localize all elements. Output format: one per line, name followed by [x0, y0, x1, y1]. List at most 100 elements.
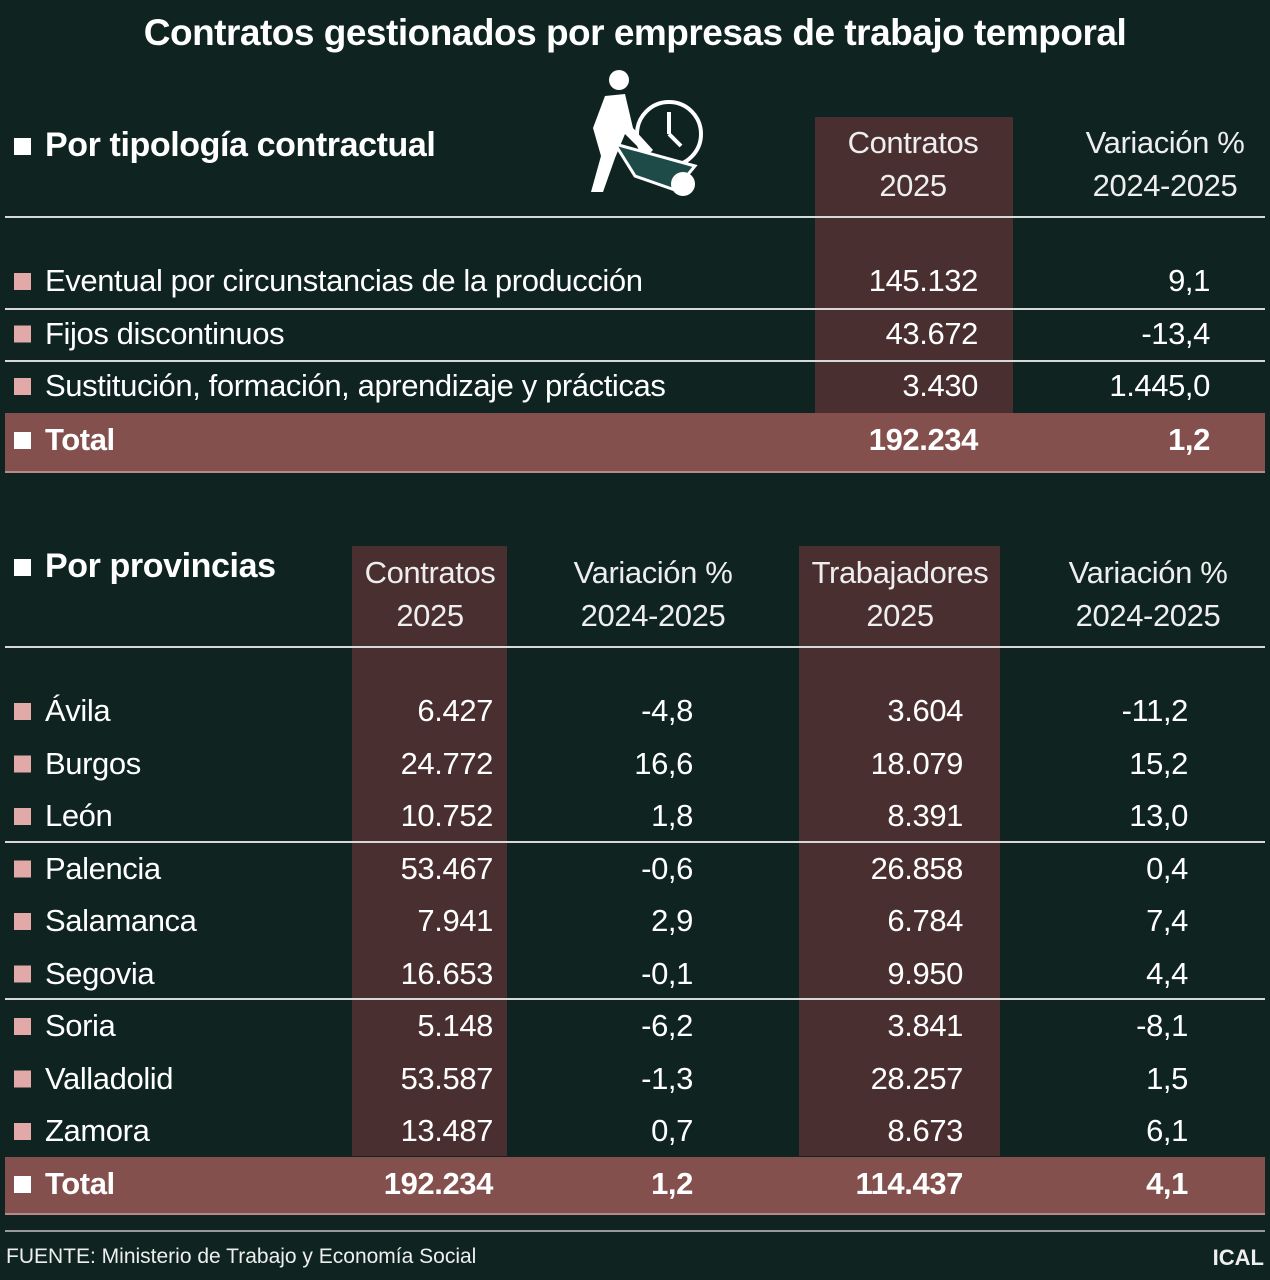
cell: 6,1 [1146, 1113, 1188, 1148]
cell: 1,5 [1146, 1060, 1188, 1096]
column-header: 2024-2025 [580, 598, 726, 633]
bullet [14, 755, 31, 773]
bullet [14, 378, 31, 395]
rule [5, 998, 1265, 1000]
column-header: Variación % [1068, 555, 1228, 590]
bullet [14, 1070, 31, 1088]
source: FUENTE: Ministerio de Trabajo y Economía… [6, 1245, 477, 1268]
cell: -13,4 [1141, 315, 1210, 351]
bullet [14, 860, 31, 878]
title: Contratos gestionados por empresas de tr… [143, 12, 1127, 53]
cell: 3.430 [902, 368, 978, 403]
cell: 114.437 [855, 1166, 963, 1201]
section-heading: Por provincias [45, 547, 276, 585]
row-label: Valladolid [45, 1060, 174, 1096]
rule [5, 471, 1265, 473]
cell: 5.148 [417, 1008, 493, 1043]
cell: 18.079 [870, 745, 964, 781]
cell: 1.445,0 [1109, 368, 1210, 403]
cell: 1,2 [1168, 422, 1210, 457]
cell: 192.234 [868, 422, 979, 457]
row-label: Segovia [45, 955, 155, 991]
bullet [14, 138, 31, 155]
rule [5, 308, 1265, 310]
row-label: Sustitución, formación, aprendizaje y pr… [45, 368, 666, 403]
total-band [5, 1157, 1265, 1213]
row-label: Zamora [45, 1113, 150, 1148]
bullet [14, 913, 31, 930]
bullet [14, 325, 31, 343]
bullet [14, 703, 31, 720]
bullet [14, 1018, 31, 1035]
cell: 4,1 [1146, 1166, 1188, 1201]
cell: 10.752 [400, 798, 494, 833]
cell: 145.132 [868, 263, 979, 298]
cell: 4,4 [1146, 955, 1188, 991]
rule [5, 646, 1265, 648]
column-header: 2024-2025 [1092, 168, 1238, 203]
column-header: 2024-2025 [1075, 598, 1221, 633]
rule [5, 841, 1265, 843]
cell: 1,2 [651, 1166, 693, 1201]
column-header: 2025 [879, 168, 947, 203]
column-header: 2025 [866, 598, 934, 633]
cell: 1,8 [651, 798, 693, 833]
cell: 9,1 [1168, 263, 1210, 298]
row-label: León [45, 798, 113, 833]
cell: 16,6 [634, 745, 693, 781]
cell: -0,1 [641, 955, 693, 991]
worker-icon [591, 70, 703, 196]
cell: 0,7 [651, 1113, 693, 1148]
cell: 8.673 [887, 1113, 963, 1148]
section-heading: Por tipología contractual [45, 126, 436, 164]
cell: 6.427 [417, 693, 493, 728]
cell: 43.672 [885, 315, 979, 351]
row-label: Palencia [45, 850, 161, 886]
column-header: Trabajadores [811, 555, 989, 590]
bullet [14, 965, 31, 983]
rule [5, 1213, 1265, 1215]
rule [5, 360, 1265, 362]
column-header: Contratos [364, 555, 496, 590]
row-label: Salamanca [45, 903, 197, 938]
cell: -0,6 [641, 850, 693, 886]
column-header: Contratos [847, 125, 979, 160]
cell: 7,4 [1146, 903, 1188, 938]
cell: 0,4 [1146, 850, 1188, 886]
cell: 26.858 [870, 850, 964, 886]
cell: 3.841 [887, 1008, 963, 1043]
cell: 192.234 [383, 1166, 494, 1201]
cell: 53.587 [400, 1060, 494, 1096]
row-label: Total [45, 422, 115, 457]
cell: -1,3 [641, 1060, 693, 1096]
cell: 28.257 [870, 1060, 964, 1096]
cell: 53.467 [400, 850, 494, 886]
row-label: Eventual por circunstancias de la produc… [45, 263, 643, 298]
cell: -4,8 [641, 693, 693, 728]
cell: 13,0 [1129, 798, 1188, 833]
column-header: Variación % [573, 555, 733, 590]
cell: 15,2 [1129, 745, 1188, 781]
bullet [14, 273, 31, 290]
cell: -6,2 [641, 1008, 693, 1043]
bullet [14, 432, 31, 449]
cell: 8.391 [887, 798, 963, 833]
cell: -8,1 [1136, 1008, 1188, 1043]
bullet [14, 559, 31, 576]
bullet [14, 1176, 31, 1193]
cell: 6.784 [887, 903, 963, 938]
row-label: Total [45, 1166, 115, 1201]
rule [5, 216, 1265, 218]
total-band [5, 413, 1265, 471]
bullet [14, 1123, 31, 1140]
cell: 9.950 [887, 955, 963, 991]
highlight-column [815, 117, 1013, 413]
column-header: Variación % [1085, 125, 1245, 160]
column-header: 2025 [396, 598, 464, 633]
row-label: Burgos [45, 745, 141, 781]
cell: -11,2 [1121, 693, 1189, 728]
cell: 3.604 [887, 693, 963, 728]
brand: ICAL [1212, 1245, 1264, 1270]
